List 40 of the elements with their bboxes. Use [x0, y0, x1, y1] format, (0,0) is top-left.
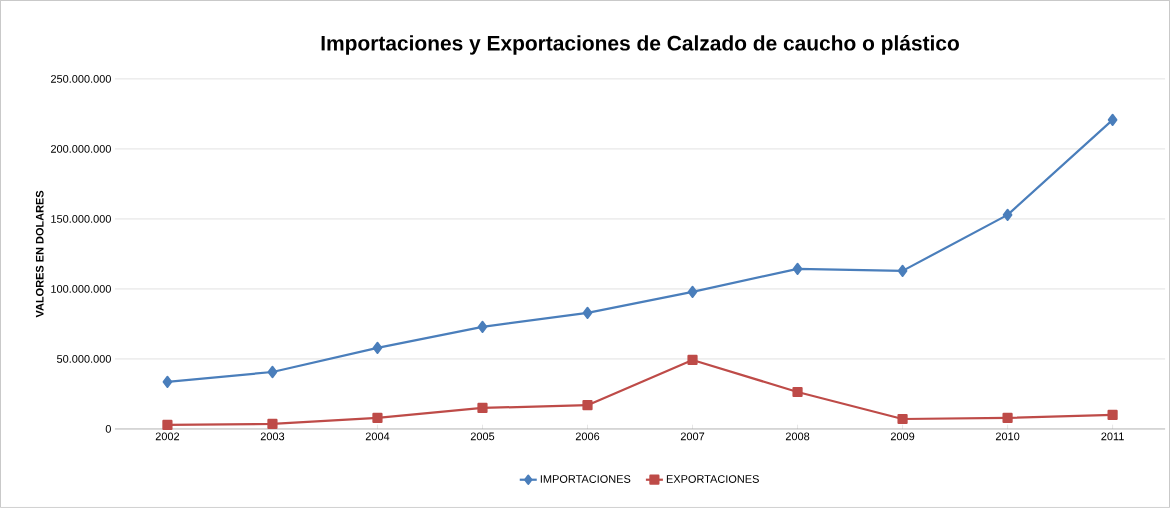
point: [1107, 113, 1118, 127]
point: [1002, 208, 1013, 222]
y-tick-label: 100.000.000: [51, 285, 111, 293]
x-tick-label: 2006: [575, 432, 600, 441]
point: [162, 419, 173, 431]
point: [477, 402, 488, 414]
legend-label: EXPORTACIONES: [666, 475, 759, 483]
x-tick-label: 2004: [365, 432, 390, 441]
y-tick-label: 0: [105, 425, 111, 433]
point: [267, 365, 278, 379]
y-tick-label: 200.000.000: [51, 145, 111, 153]
point: [1002, 412, 1013, 424]
x-tick-label: 2011: [1101, 432, 1124, 441]
y-axis-title: VALORES EN DOLARES: [35, 190, 44, 318]
legend-label: IMPORTACIONES: [540, 475, 631, 483]
x-tick-label: 2002: [155, 432, 180, 441]
point: [897, 264, 908, 278]
point: [372, 341, 383, 355]
point: [162, 375, 173, 389]
x-tick-label: 2003: [260, 432, 285, 441]
point: [897, 413, 908, 425]
point: [792, 262, 803, 276]
point: [792, 386, 803, 398]
x-tick-label: 2009: [890, 432, 915, 441]
point: [582, 306, 593, 320]
x-tick-label: 2005: [470, 432, 495, 441]
point: [582, 400, 593, 411]
point: [687, 354, 698, 366]
y-tick-label: 250.000.000: [51, 75, 111, 83]
x-tick-label: 2010: [995, 432, 1020, 441]
x-tick-label: 2008: [785, 432, 810, 441]
chart-title: Importaciones y Exportaciones de Calzado de caucho o plástico: [321, 35, 959, 55]
point: [1107, 409, 1118, 421]
x-tick-label: 2007: [680, 432, 705, 441]
point: [267, 418, 278, 430]
y-tick-label: 150.000.000: [51, 215, 111, 223]
point: [477, 320, 488, 334]
point: [372, 412, 383, 424]
point: [687, 285, 698, 299]
y-tick-label: 50.000.000: [56, 355, 111, 363]
